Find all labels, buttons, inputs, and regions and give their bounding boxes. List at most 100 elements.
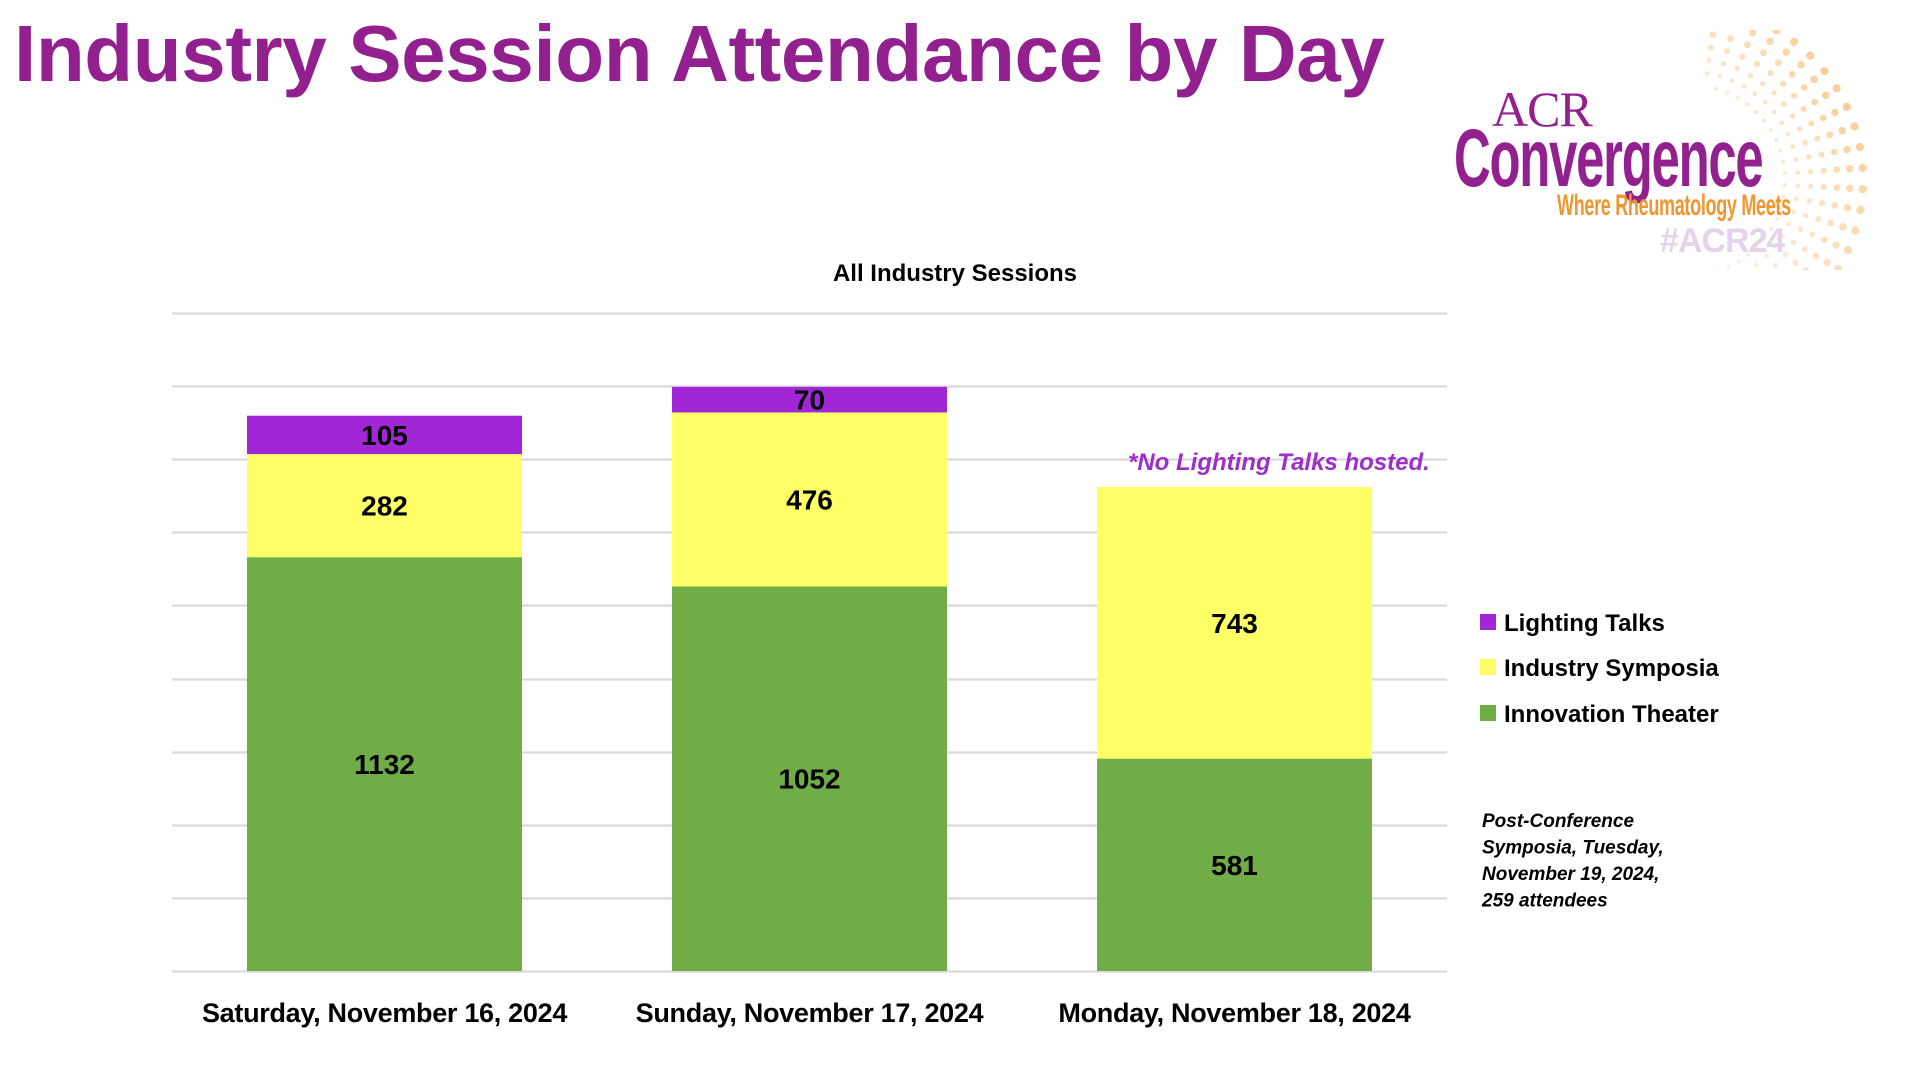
logo-dot <box>1772 262 1779 269</box>
logo-dot <box>1746 252 1751 257</box>
logo-dot <box>1811 98 1819 106</box>
logo-dot <box>1832 84 1841 93</box>
logo-dot <box>1727 35 1734 43</box>
note-line: Post-Conference <box>1482 811 1634 832</box>
logo-dot <box>1745 102 1750 107</box>
logo-dot <box>1793 157 1799 162</box>
bar-segment-lighting-talks <box>247 415 522 455</box>
legend-label: Lighting Talks <box>1504 610 1665 637</box>
logo-dot <box>1781 194 1786 199</box>
logo-dot <box>1808 183 1814 189</box>
logo-dot <box>1725 90 1730 95</box>
logo-dot <box>1815 216 1822 223</box>
logo-dot <box>1755 245 1760 250</box>
legend-swatch <box>1480 614 1496 630</box>
bar-segment-innovation-theater <box>1097 758 1372 971</box>
logo-dot <box>1791 92 1798 99</box>
logo-dot <box>1838 126 1846 135</box>
logo-dot <box>1800 105 1807 113</box>
data-label: 743 <box>1211 608 1258 639</box>
logo-dot <box>1764 254 1769 259</box>
logo-dot <box>1818 200 1826 207</box>
logo-dot <box>1792 259 1799 266</box>
logo-dot <box>1797 226 1804 232</box>
logo-dot <box>1778 148 1783 153</box>
legend-label: Industry Symposia <box>1504 655 1719 682</box>
logo-dot <box>1820 183 1827 191</box>
bar-segment-innovation-theater <box>247 557 522 971</box>
logo-dot <box>1779 120 1784 126</box>
logo-dot <box>1706 57 1712 64</box>
logo-dot <box>1715 268 1720 270</box>
logo-dot <box>1734 65 1740 72</box>
bar-segment-industry-symposia <box>1097 487 1372 759</box>
logo-dot <box>1771 109 1777 115</box>
logo-dot <box>1766 37 1774 46</box>
bar-segment-innovation-theater <box>672 586 947 971</box>
logo-dot <box>1768 127 1773 132</box>
logo-dot <box>1789 113 1796 119</box>
logo-dot <box>1806 51 1815 60</box>
x-tick-label: Monday, November 18, 2024 <box>1058 998 1410 1028</box>
logo-dot <box>1762 99 1768 105</box>
logo-dot <box>1810 75 1819 84</box>
logo-tagline: Where Rheumatology Meets <box>1557 189 1791 222</box>
logo-dot <box>1820 67 1829 76</box>
logo-dot <box>1754 109 1758 114</box>
logo-dot <box>1831 108 1839 117</box>
logo-dot <box>1748 30 1757 37</box>
logo-dot-arc-icon <box>1704 30 1867 270</box>
logo-dot <box>1830 148 1838 156</box>
logo-dot <box>1714 86 1719 91</box>
logo-dot <box>1744 41 1751 49</box>
logo-dot <box>1834 265 1843 270</box>
logo-dot <box>1786 221 1792 227</box>
logo-dot <box>1771 90 1777 96</box>
logo-dot <box>1772 30 1781 35</box>
logo-dot <box>1800 84 1808 91</box>
x-tick-label: Saturday, November 16, 2024 <box>202 998 567 1028</box>
logo-dot <box>1726 264 1731 269</box>
logo-dot <box>1794 196 1799 202</box>
logo-dot <box>1833 184 1841 192</box>
logo-dot <box>1754 262 1759 268</box>
logo-dot <box>1843 204 1852 212</box>
chart-title: All Industry Sessions <box>833 260 1077 287</box>
legend-swatch <box>1480 705 1496 721</box>
logo-dot <box>1772 244 1778 249</box>
logo-dot <box>1720 61 1727 67</box>
logo-dot <box>1845 165 1854 173</box>
logo-dot <box>1846 184 1854 193</box>
logo-dot <box>1812 252 1820 260</box>
logo-dot <box>1843 246 1853 255</box>
logo-dot <box>1808 120 1815 127</box>
logo-dot <box>1707 44 1715 51</box>
data-labels: 1132 282 105 1052 476 70 581 743 <box>354 385 1258 881</box>
logo-dot <box>1769 226 1774 231</box>
note-line: 259 attendees <box>1481 891 1608 912</box>
logo-dot <box>1806 154 1812 160</box>
logo-dot <box>1782 183 1787 187</box>
logo-dot <box>1818 151 1825 158</box>
logo-dot <box>1736 259 1741 264</box>
logo-dot <box>1760 49 1767 57</box>
logo-dot <box>1802 267 1810 270</box>
logo-acr-text: ACR <box>1492 81 1593 137</box>
logo-dot <box>1839 223 1847 231</box>
annotation-text: *No Lighting Talks hosted. <box>1128 449 1430 476</box>
logo-hashtag: #ACR24 <box>1660 222 1785 260</box>
post-conference-note: Post-Conference Symposia, Tuesday, Novembe… <box>1481 811 1664 912</box>
logo-dot <box>1780 233 1785 238</box>
note-line: November 19, 2024, <box>1482 864 1659 885</box>
data-label: 1132 <box>354 749 415 780</box>
logo-dot <box>1856 205 1865 215</box>
logo-dot <box>1717 73 1723 79</box>
logo-dot <box>1842 102 1851 111</box>
logo-dot <box>1858 163 1867 172</box>
logo-dot <box>1795 183 1801 189</box>
data-label: 476 <box>786 484 833 515</box>
logo-dot <box>1795 170 1801 175</box>
logo-dot <box>1809 231 1816 238</box>
logo-dot <box>1808 168 1814 175</box>
